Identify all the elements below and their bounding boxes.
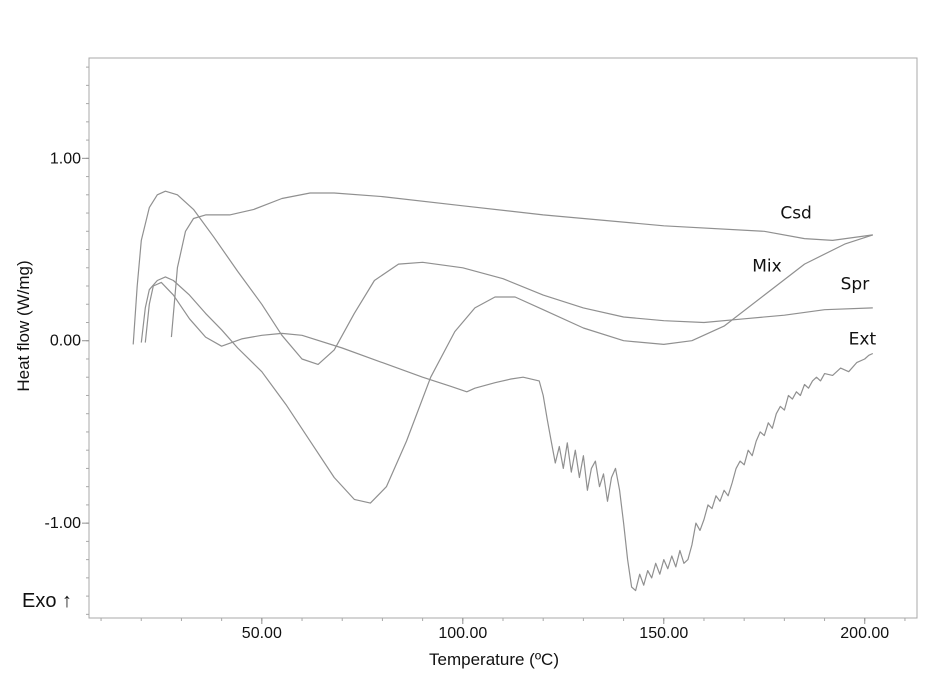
y-axis-title: Heat flow (W/mg)	[14, 260, 33, 391]
plot-frame	[88, 57, 918, 619]
x-axis-ticks: 50.00 100.00 150.00 200.00	[100, 618, 906, 642]
y-tick-label: 0.00	[50, 333, 81, 350]
series-label-spr: Spr	[841, 275, 870, 295]
series-label-csd: Csd	[780, 204, 812, 224]
series-label-mix: Mix	[752, 256, 781, 276]
x-tick-label: 200.00	[840, 625, 889, 642]
x-axis-title: Temperature (ºC)	[429, 650, 559, 669]
series-label-ext: Ext	[849, 329, 877, 349]
series-line-spr	[140, 234, 873, 504]
y-tick-label: -1.00	[45, 515, 82, 532]
series-line-ext	[144, 281, 874, 592]
x-tick-label: 100.00	[438, 625, 487, 642]
y-tick-label: 1.00	[50, 150, 81, 167]
series-line-csd	[170, 192, 873, 338]
y-axis-ticks: 1.00 0.00 -1.00	[45, 66, 89, 615]
x-tick-label: 50.00	[242, 625, 282, 642]
exo-annotation: Exo ↑	[22, 590, 72, 612]
series-lines	[132, 190, 874, 592]
series-line-mix	[132, 190, 873, 365]
series-labels: Csd Mix Spr Ext	[752, 204, 876, 350]
x-tick-label: 150.00	[639, 625, 688, 642]
